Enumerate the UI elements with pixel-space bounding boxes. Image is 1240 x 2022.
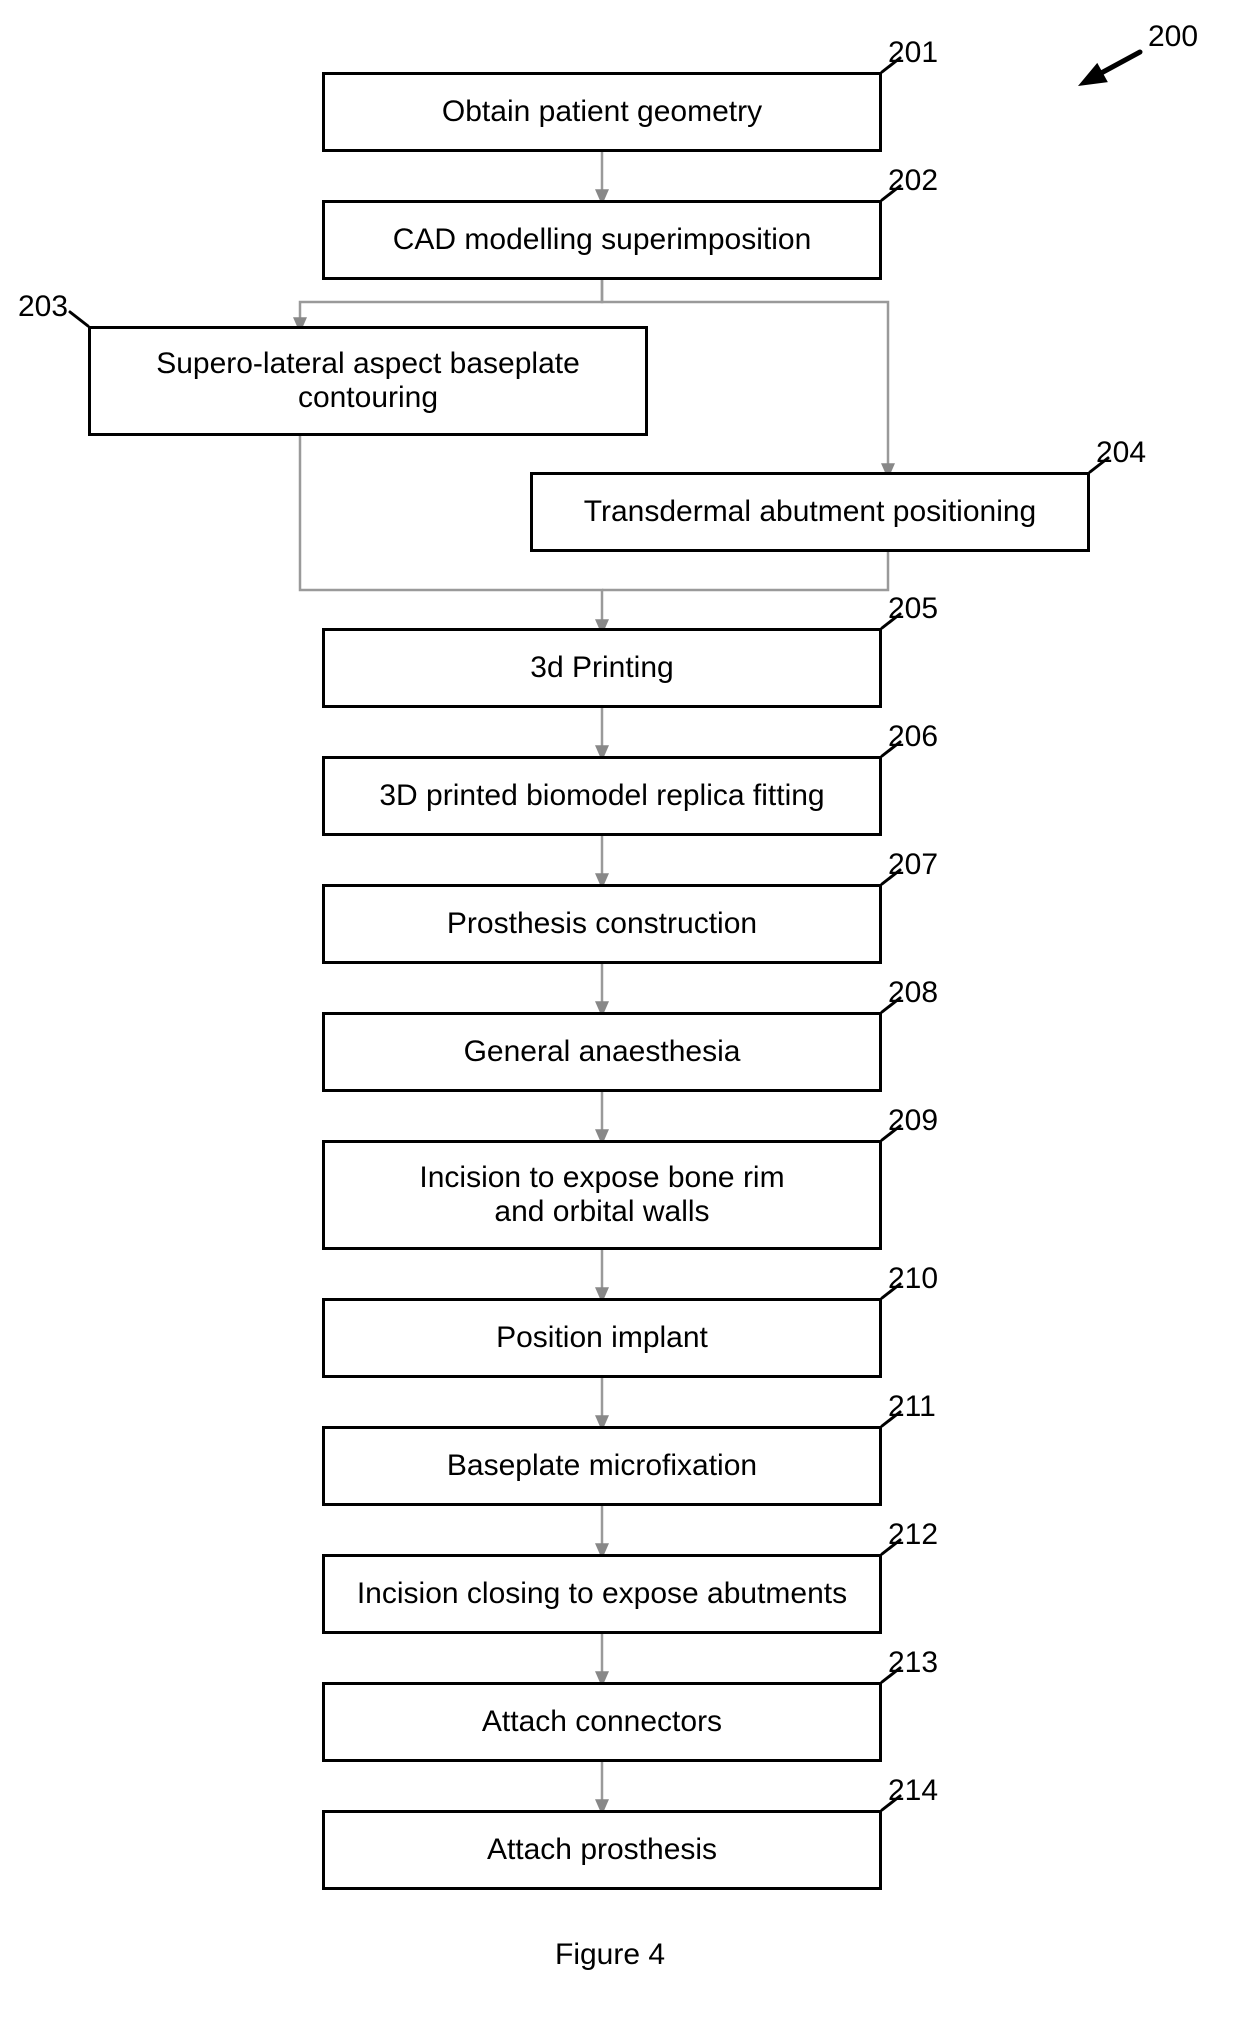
flow-node-n212: Incision closing to expose abutments — [322, 1554, 882, 1634]
flow-node-ref-n213: 213 — [888, 1646, 938, 1680]
flow-node-n204: Transdermal abutment positioning — [530, 472, 1090, 552]
flow-node-n205: 3d Printing — [322, 628, 882, 708]
flow-node-n206: 3D printed biomodel replica fitting — [322, 756, 882, 836]
flow-node-ref-n204: 204 — [1096, 436, 1146, 470]
figure-caption: Figure 4 — [555, 1938, 665, 1972]
flow-node-ref-n207: 207 — [888, 848, 938, 882]
flow-node-ref-n208: 208 — [888, 976, 938, 1010]
flow-node-ref-n214: 214 — [888, 1774, 938, 1808]
flow-node-n201: Obtain patient geometry — [322, 72, 882, 152]
flow-node-n208: General anaesthesia — [322, 1012, 882, 1092]
flow-node-n207: Prosthesis construction — [322, 884, 882, 964]
flow-node-ref-n210: 210 — [888, 1262, 938, 1296]
flowchart-canvas: 200 Figure 4 Obtain patient geometry201 C… — [0, 0, 1240, 2022]
flow-node-ref-n205: 205 — [888, 592, 938, 626]
flow-node-ref-n212: 212 — [888, 1518, 938, 1552]
flow-node-n202: CAD modelling superimposition — [322, 200, 882, 280]
flow-node-ref-n203: 203 — [18, 290, 68, 324]
flow-node-ref-n209: 209 — [888, 1104, 938, 1138]
figure-reference-main: 200 — [1148, 20, 1198, 54]
flow-node-n209: Incision to expose bone rim and orbital … — [322, 1140, 882, 1250]
flow-node-ref-n211: 211 — [888, 1390, 936, 1424]
flow-node-n210: Position implant — [322, 1298, 882, 1378]
flow-node-n211: Baseplate microfixation — [322, 1426, 882, 1506]
flow-node-n203: Supero-lateral aspect baseplate contouri… — [88, 326, 648, 436]
flow-node-ref-n201: 201 — [888, 36, 938, 70]
flow-node-ref-n202: 202 — [888, 164, 938, 198]
flow-node-n214: Attach prosthesis — [322, 1810, 882, 1890]
flow-node-n213: Attach connectors — [322, 1682, 882, 1762]
flow-node-ref-n206: 206 — [888, 720, 938, 754]
